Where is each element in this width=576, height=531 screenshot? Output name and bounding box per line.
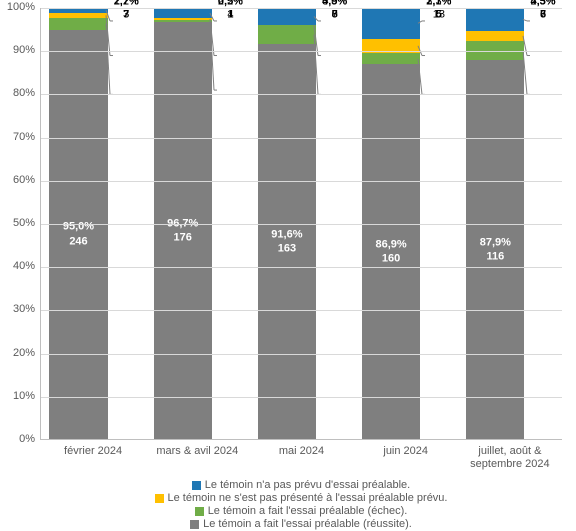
stacked-bar-chart: 95,0%2461,2%31,2%32,7%7février 202496,7%…: [0, 0, 576, 531]
legend-swatch: [195, 507, 204, 516]
gridline: [41, 267, 562, 268]
gridline: [41, 354, 562, 355]
bar-segment-echec: [258, 25, 316, 44]
legend-item-pasprevu: Le témoin n'a pas prévu d'essai préalabl…: [40, 479, 562, 491]
legend-label: Le témoin a fait l'essai préalable (éche…: [208, 505, 408, 517]
bar-segment-absent: [466, 31, 524, 41]
gridline: [41, 181, 562, 182]
bar-segment-pasprevu: [258, 8, 316, 25]
y-axis-label: 20%: [5, 347, 41, 359]
gridline: [41, 224, 562, 225]
x-axis-label: juin 2024: [354, 439, 458, 458]
y-axis-label: 80%: [5, 87, 41, 99]
y-axis-label: 30%: [5, 303, 41, 315]
bar-segment-echec: [362, 53, 420, 65]
gridline: [41, 51, 562, 52]
bar-value-label: 87,9%116: [466, 235, 524, 264]
gridline: [41, 138, 562, 139]
plot-area: 95,0%2461,2%31,2%32,7%7février 202496,7%…: [40, 8, 562, 440]
y-axis-label: 10%: [5, 390, 41, 402]
y-axis-label: 90%: [5, 44, 41, 56]
y-axis-label: 100%: [5, 1, 41, 13]
legend-label: Le témoin ne s'est pas présenté à l'essa…: [168, 492, 448, 504]
bar-segment-pasprevu: [466, 8, 524, 31]
legend-item-echec: Le témoin a fait l'essai préalable (éche…: [40, 505, 562, 517]
x-axis-label: juillet, août & septembre 2024: [458, 439, 562, 471]
y-axis-label: 40%: [5, 260, 41, 272]
bar-value-label: 96,7%176: [154, 216, 212, 245]
y-axis-label: 70%: [5, 131, 41, 143]
legend: Le témoin n'a pas prévu d'essai préalabl…: [40, 478, 562, 531]
bar-segment-echec: [154, 20, 212, 22]
legend-swatch: [155, 494, 164, 503]
gridline: [41, 397, 562, 398]
gridline: [41, 310, 562, 311]
legend-item-reussite: Le témoin a fait l'essai préalable (réus…: [40, 518, 562, 530]
y-axis-label: 50%: [5, 217, 41, 229]
y-axis-label: 60%: [5, 174, 41, 186]
bar-segment-absent: [49, 13, 107, 18]
bar-segment-echec: [49, 18, 107, 30]
bar-segment-pasprevu: [362, 8, 420, 39]
legend-swatch: [192, 481, 201, 490]
y-axis-label: 0%: [5, 433, 41, 445]
bar-value-label: 91,6%163: [258, 227, 316, 256]
legend-swatch: [190, 520, 199, 529]
legend-label: Le témoin a fait l'essai préalable (réus…: [203, 518, 412, 530]
gridline: [41, 94, 562, 95]
legend-label: Le témoin n'a pas prévu d'essai préalabl…: [205, 479, 410, 491]
x-axis-label: février 2024: [41, 439, 145, 458]
bar-segment-absent: [154, 18, 212, 20]
legend-item-absent: Le témoin ne s'est pas présenté à l'essa…: [40, 492, 562, 504]
x-axis-label: mars & avil 2024: [145, 439, 249, 458]
bar-value-label: 86,9%160: [362, 237, 420, 266]
x-axis-label: mai 2024: [249, 439, 353, 458]
gridline: [41, 8, 562, 9]
bar-segment-pasprevu: [154, 8, 212, 17]
